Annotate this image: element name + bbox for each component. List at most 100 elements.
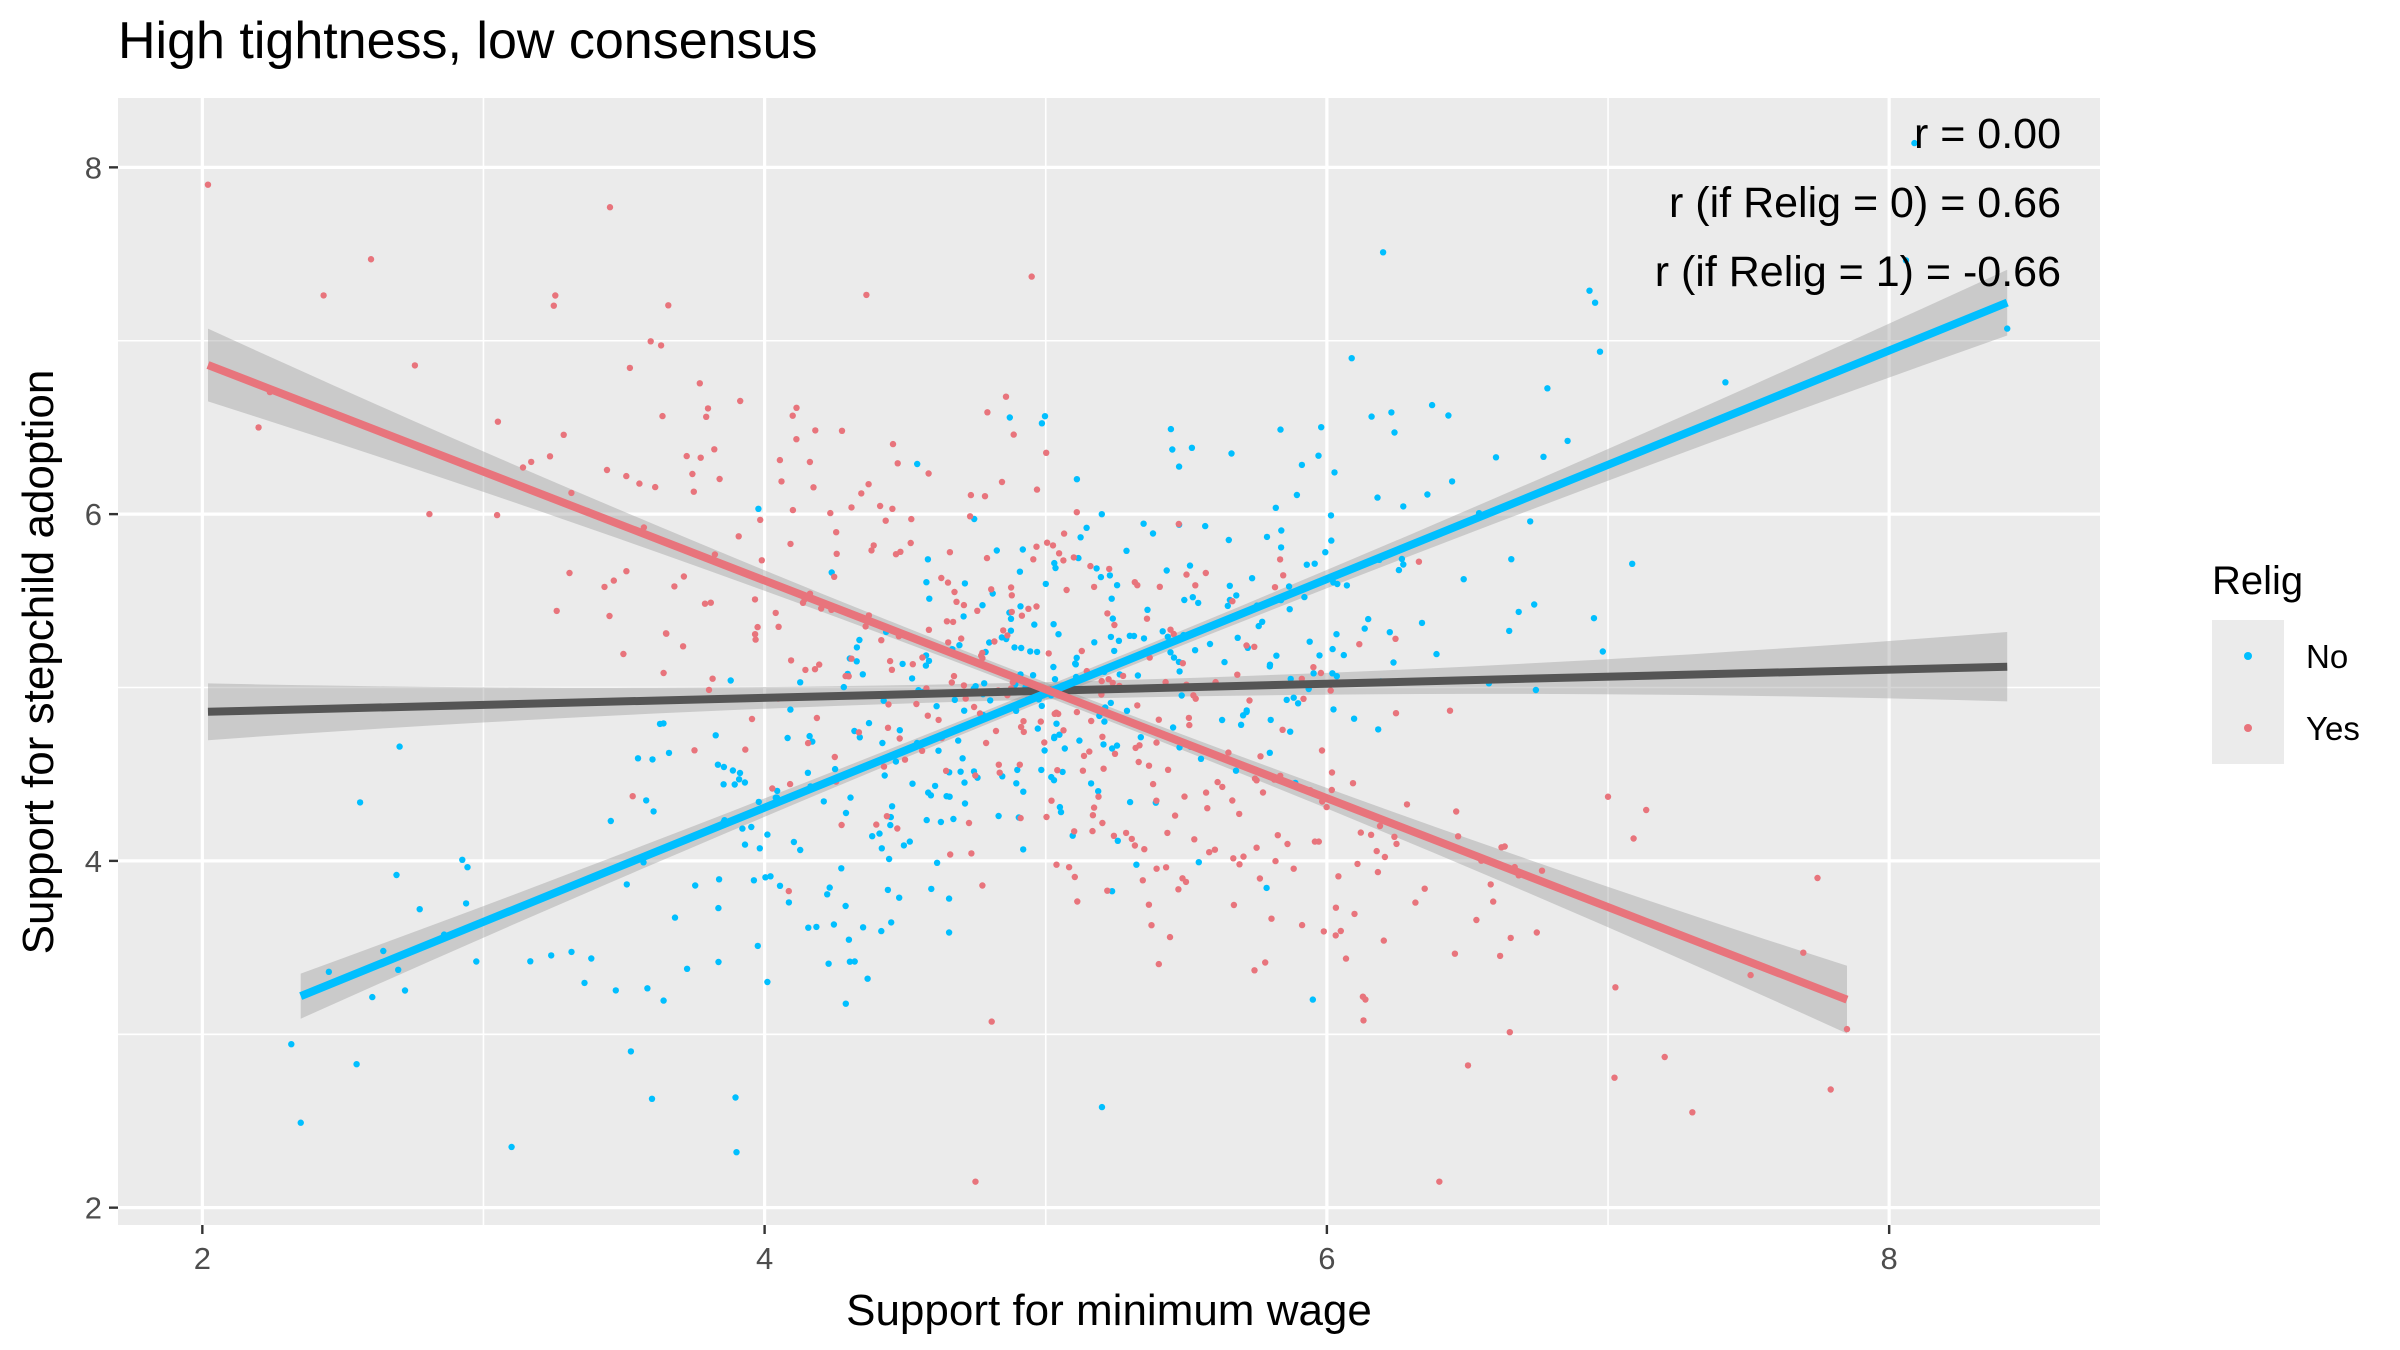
point-no bbox=[1051, 676, 1059, 683]
point-no bbox=[987, 697, 994, 704]
point-yes bbox=[889, 505, 896, 512]
point-no bbox=[959, 755, 966, 762]
point-no bbox=[876, 830, 883, 837]
legend-label-no: No bbox=[2306, 638, 2348, 675]
point-no bbox=[644, 985, 651, 992]
point-yes bbox=[1190, 692, 1197, 699]
point-yes bbox=[855, 729, 863, 736]
point-yes bbox=[868, 547, 875, 554]
point-no bbox=[1290, 694, 1297, 701]
point-yes bbox=[1236, 810, 1243, 818]
point-yes bbox=[1332, 932, 1339, 939]
point-yes bbox=[1104, 610, 1111, 617]
point-no bbox=[1113, 582, 1121, 589]
chart-title: High tightness, low consensus bbox=[118, 12, 818, 70]
point-yes bbox=[1374, 868, 1382, 876]
point-yes bbox=[1464, 1062, 1472, 1069]
point-yes bbox=[909, 661, 916, 668]
point-no bbox=[508, 1143, 515, 1151]
point-yes bbox=[493, 511, 501, 519]
point-yes bbox=[1630, 835, 1637, 842]
point-yes bbox=[885, 701, 892, 708]
point-no bbox=[1540, 453, 1547, 460]
point-yes bbox=[873, 821, 880, 828]
point-yes bbox=[751, 631, 759, 638]
point-yes bbox=[1360, 1017, 1367, 1024]
point-no bbox=[784, 734, 791, 742]
point-no bbox=[1515, 608, 1522, 616]
point-no bbox=[924, 556, 932, 563]
point-no bbox=[774, 787, 781, 795]
point-no bbox=[1350, 715, 1358, 722]
point-no bbox=[813, 923, 820, 931]
point-no bbox=[1348, 355, 1355, 362]
point-no bbox=[986, 639, 993, 646]
point-yes bbox=[775, 623, 782, 630]
point-no bbox=[288, 1041, 295, 1048]
point-yes bbox=[709, 675, 716, 682]
point-yes bbox=[704, 405, 712, 412]
point-no bbox=[1263, 533, 1271, 541]
point-no bbox=[527, 958, 534, 965]
point-no bbox=[824, 891, 831, 898]
point-yes bbox=[1179, 875, 1186, 882]
point-yes bbox=[858, 490, 865, 497]
point-yes bbox=[711, 446, 718, 453]
point-yes bbox=[1451, 950, 1459, 957]
point-yes bbox=[1000, 627, 1007, 634]
point-yes bbox=[1496, 952, 1504, 960]
point-yes bbox=[882, 517, 889, 524]
point-yes bbox=[1086, 748, 1093, 755]
point-no bbox=[1170, 654, 1178, 661]
point-no bbox=[842, 1000, 849, 1007]
point-no bbox=[764, 978, 771, 986]
point-no bbox=[1144, 606, 1151, 613]
point-no bbox=[1108, 888, 1116, 895]
point-yes bbox=[711, 551, 719, 558]
point-yes bbox=[1033, 543, 1040, 550]
point-yes bbox=[705, 686, 713, 694]
point-no bbox=[1328, 537, 1335, 544]
point-yes bbox=[752, 636, 759, 643]
point-no bbox=[955, 737, 962, 744]
point-no bbox=[1508, 556, 1515, 563]
point-yes bbox=[816, 661, 823, 668]
point-yes bbox=[689, 470, 696, 478]
point-no bbox=[995, 812, 1002, 820]
point-yes bbox=[842, 672, 849, 680]
point-no bbox=[1189, 594, 1197, 601]
point-no bbox=[1331, 469, 1338, 476]
point-yes bbox=[665, 302, 672, 309]
point-yes bbox=[1020, 728, 1027, 736]
point-yes bbox=[1214, 778, 1221, 786]
point-yes bbox=[1008, 608, 1015, 616]
point-no bbox=[369, 993, 376, 1001]
point-no bbox=[462, 900, 470, 907]
point-no bbox=[1011, 644, 1018, 651]
point-yes bbox=[1501, 843, 1508, 850]
point-no bbox=[1221, 658, 1228, 666]
point-yes bbox=[550, 302, 557, 309]
point-no bbox=[1006, 414, 1013, 421]
point-yes bbox=[925, 470, 932, 477]
point-yes bbox=[1167, 626, 1174, 633]
point-yes bbox=[981, 493, 989, 500]
point-no bbox=[847, 794, 854, 801]
point-yes bbox=[1175, 520, 1183, 528]
point-no bbox=[1318, 424, 1325, 431]
point-no bbox=[1294, 700, 1302, 707]
point-yes bbox=[848, 655, 855, 662]
point-yes bbox=[1134, 702, 1141, 709]
point-no bbox=[1191, 647, 1199, 654]
point-yes bbox=[811, 666, 819, 673]
point-yes bbox=[1071, 873, 1079, 881]
point-yes bbox=[1367, 831, 1375, 838]
point-no bbox=[1391, 429, 1398, 436]
point-no bbox=[1433, 650, 1440, 658]
point-yes bbox=[320, 292, 327, 299]
point-yes bbox=[802, 666, 809, 674]
point-no bbox=[1322, 549, 1329, 556]
point-yes bbox=[870, 542, 877, 549]
point-no bbox=[1267, 716, 1274, 724]
